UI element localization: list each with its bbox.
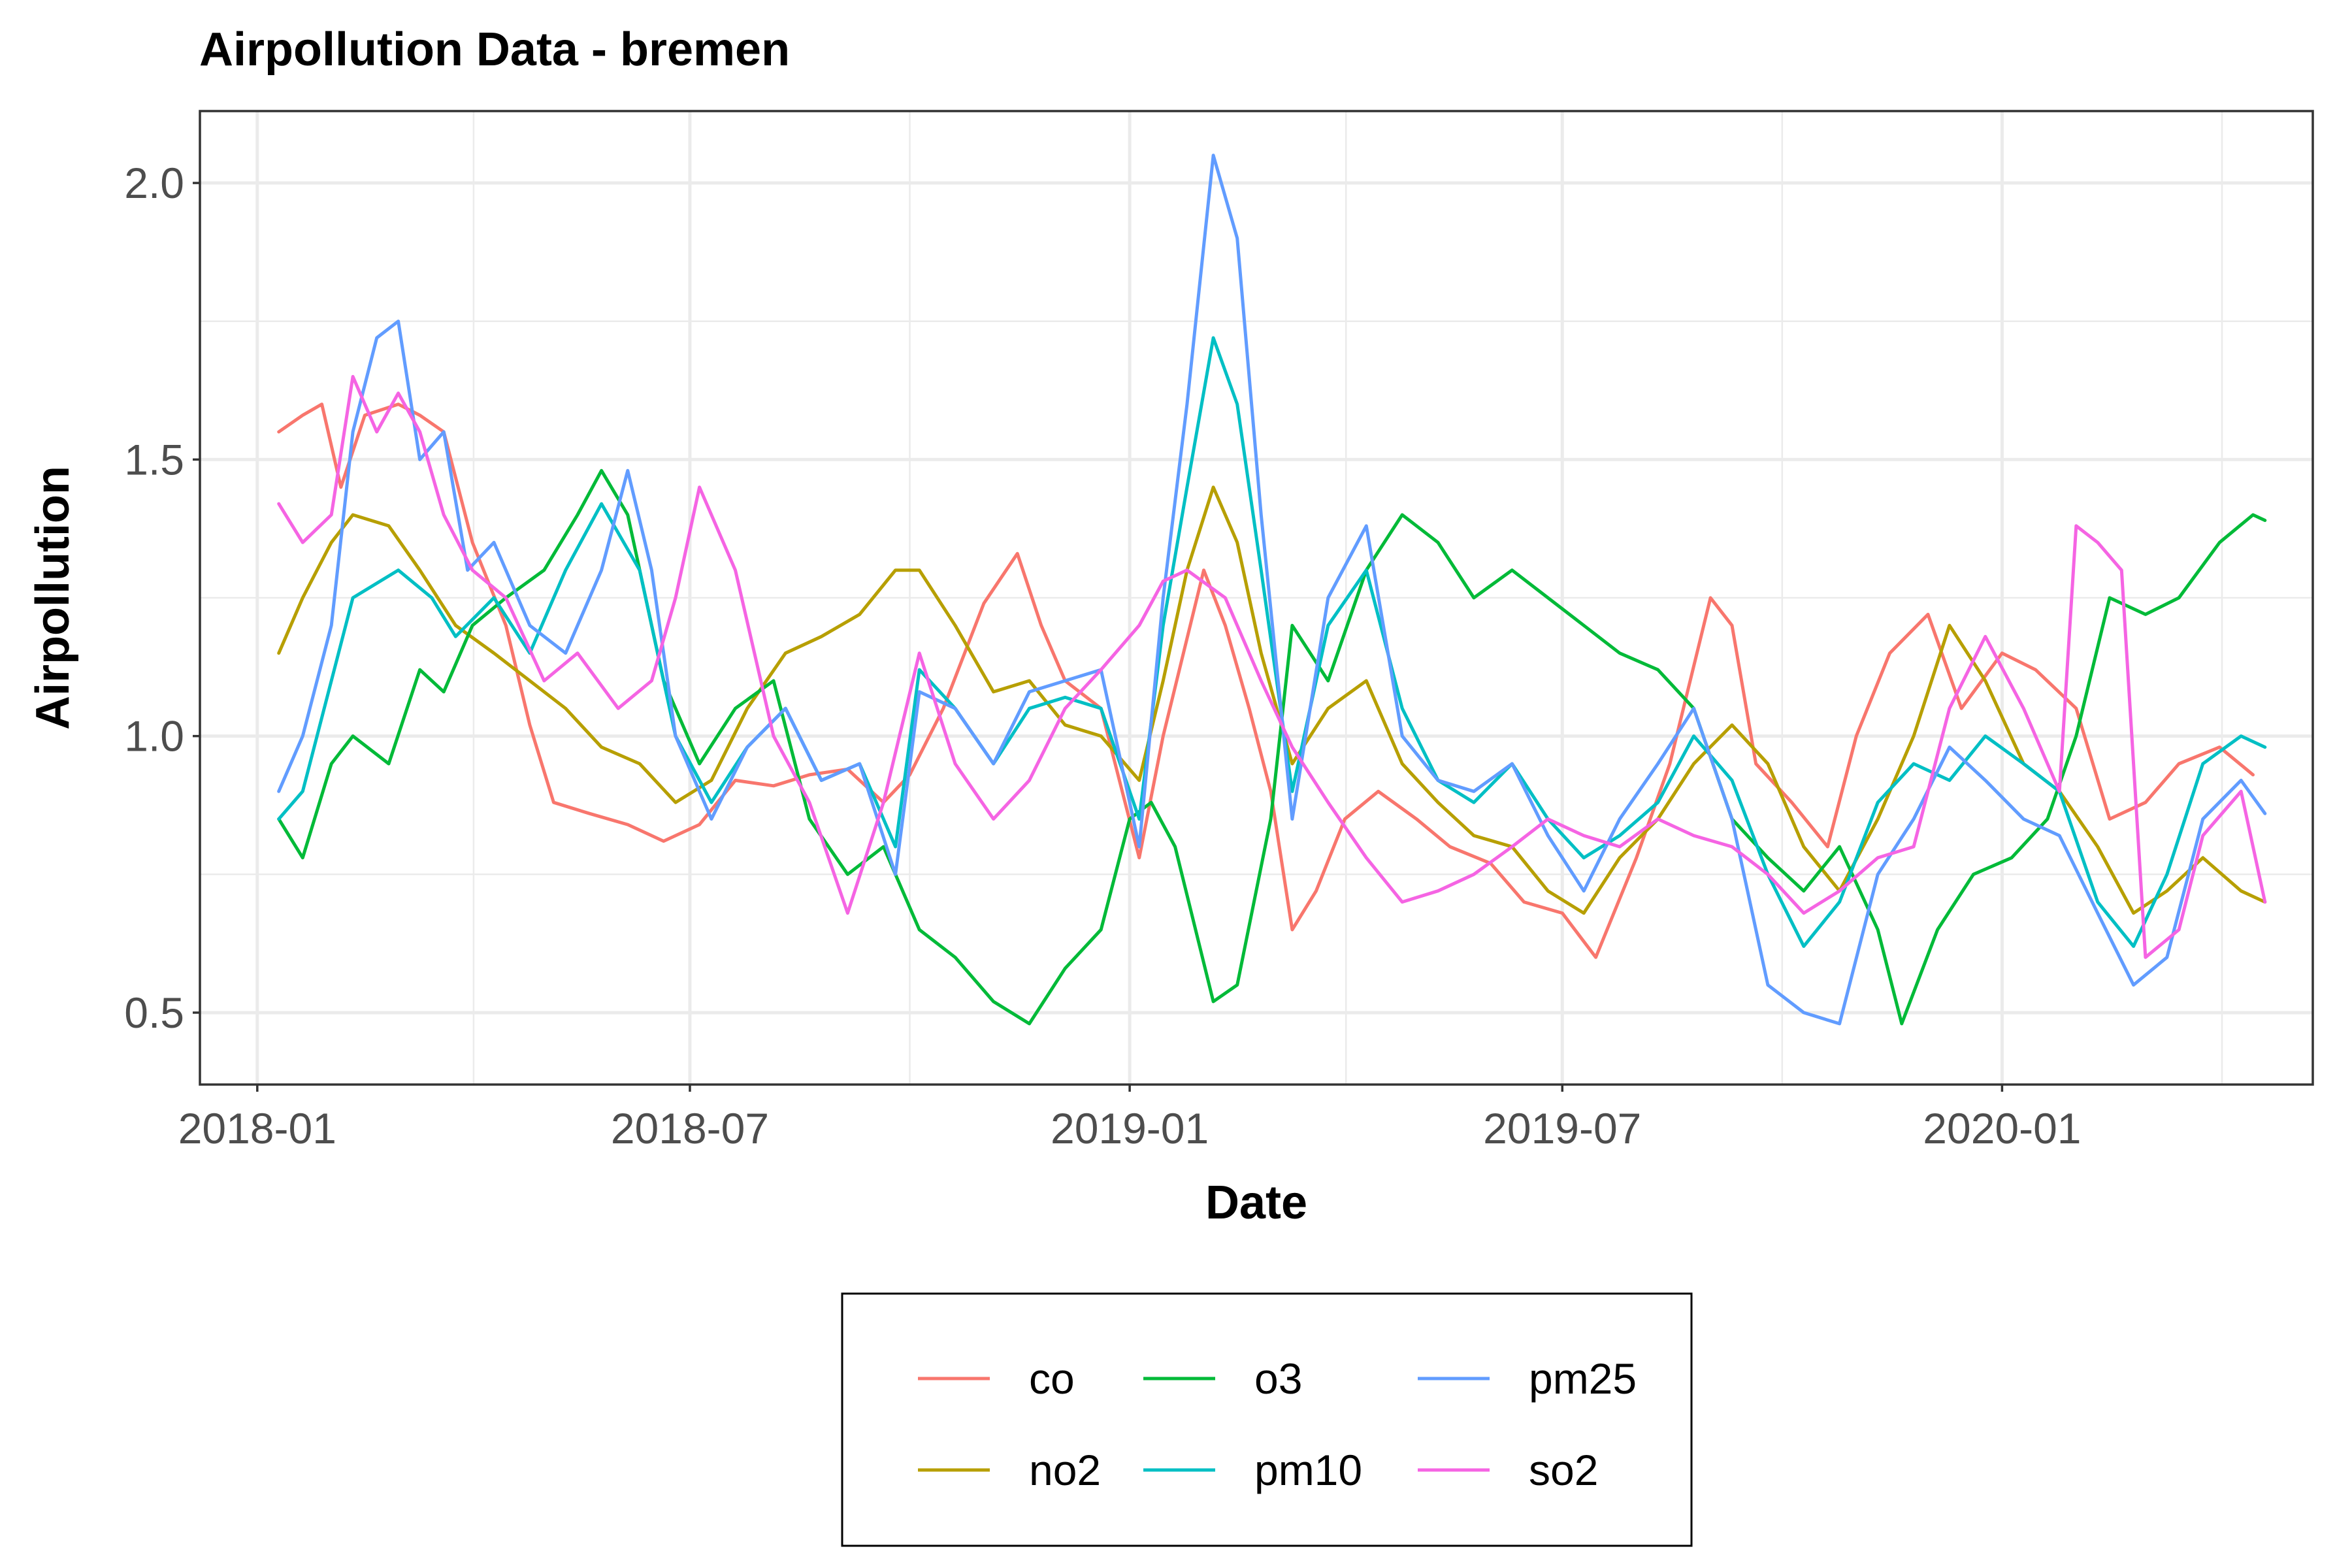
minor-gridlines	[200, 111, 2313, 1085]
x-tick-label: 2018-01	[178, 1104, 336, 1152]
y-tick-label: 2.0	[124, 159, 184, 207]
x-tick-label: 2018-07	[611, 1104, 769, 1152]
series-lines	[277, 154, 2267, 1026]
plot-panel	[199, 110, 2314, 1086]
legend-label-no2: no2	[1029, 1446, 1101, 1494]
y-tick-label: 1.5	[124, 435, 184, 483]
y-axis-title: Airpollution	[27, 466, 79, 730]
x-tick-label: 2019-07	[1483, 1104, 1641, 1152]
series-line-co	[277, 402, 2255, 959]
legend-label-pm10: pm10	[1254, 1446, 1362, 1494]
x-tick-label: 2019-01	[1051, 1104, 1209, 1152]
legend-label-pm25: pm25	[1529, 1354, 1637, 1403]
y-tick-label: 1.0	[124, 712, 184, 760]
x-tick-label: 2020-01	[1923, 1104, 2081, 1152]
x-axis-title: Date	[1205, 1177, 1307, 1229]
legend-label-o3: o3	[1254, 1354, 1302, 1403]
series-line-pm10	[277, 336, 2267, 948]
y-tick-label: 0.5	[124, 988, 184, 1037]
legend-box	[841, 1292, 1693, 1547]
legend-label-so2: so2	[1529, 1446, 1598, 1494]
chart-title: Airpollution Data - bremen	[199, 24, 790, 76]
y-axis: 0.5 1.0 1.5 2.0	[124, 159, 200, 1037]
series-line-no2	[277, 485, 2267, 915]
x-axis: 2018-01 2018-07 2019-01 2019-07 2020-01	[178, 1085, 2082, 1152]
series-line-o3	[277, 468, 2267, 1026]
legend: co no2 o3 pm10 pm25 so2	[841, 1292, 1693, 1547]
series-line-so2	[277, 374, 2267, 959]
legend-label-co: co	[1029, 1354, 1075, 1403]
series-line-pm25	[277, 154, 2267, 1026]
